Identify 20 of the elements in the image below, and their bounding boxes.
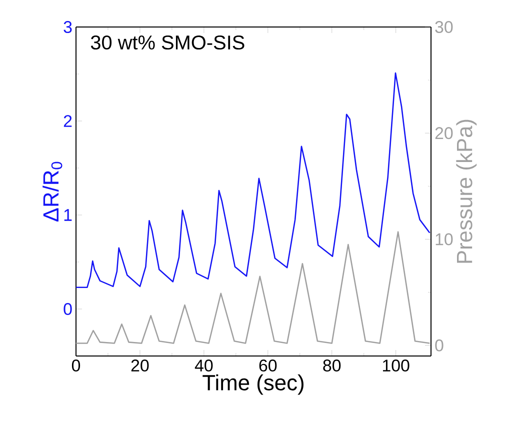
y2-tick-label: 20 bbox=[435, 127, 453, 140]
annotation: 30 wt% SMO-SIS bbox=[90, 35, 244, 50]
y2-tick-label: 30 bbox=[435, 21, 453, 33]
x-tick-label: 40 bbox=[194, 360, 213, 372]
y-tick-label: 1 bbox=[64, 209, 72, 221]
y2-tick-label: 10 bbox=[436, 233, 453, 246]
y-tick-label: 3 bbox=[64, 21, 72, 34]
x-tick-label: 100 bbox=[382, 360, 410, 372]
x-tick-label: 20 bbox=[131, 360, 149, 372]
x-tick-label: 60 bbox=[259, 360, 277, 372]
y-tick-label: 2 bbox=[64, 115, 72, 127]
x-tick-label: 80 bbox=[323, 360, 341, 372]
line-series bbox=[76, 231, 430, 344]
x-axis-title: Time (sec) bbox=[202, 374, 304, 395]
x-tick-label: 0 bbox=[72, 360, 80, 372]
line-series bbox=[76, 72, 430, 288]
y2-tick-label: 0 bbox=[435, 339, 444, 352]
y2-axis-title: Pressure (kPa) bbox=[456, 120, 477, 263]
y-axis-title: ΔR/R$_{0}$ bbox=[42, 162, 62, 222]
y-tick-label: 0 bbox=[64, 303, 72, 315]
